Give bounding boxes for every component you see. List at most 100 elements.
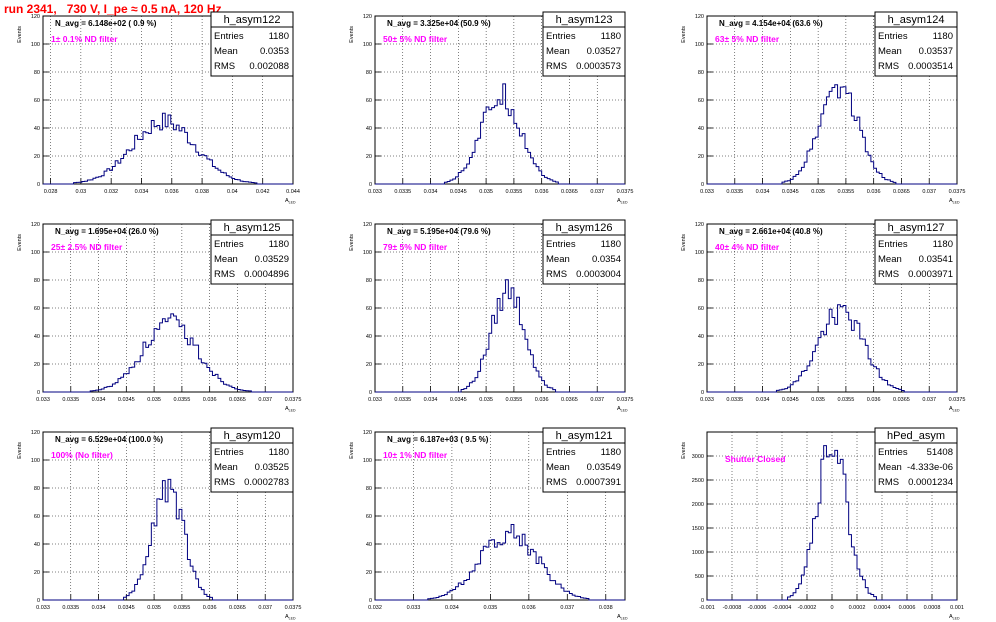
stats-label: Entries	[214, 447, 244, 458]
y-axis-title: Events	[681, 442, 687, 459]
x-tick-label: 0.001	[950, 605, 964, 611]
y-tick-label: 120	[695, 222, 704, 228]
filter-annotation: 79± 5% ND filter	[383, 242, 448, 252]
x-tick-label: -0.0004	[773, 605, 792, 611]
x-axis-title: ALED	[617, 198, 628, 205]
filter-annotation: 100% (No filter)	[51, 450, 113, 460]
y-tick-label: 100	[363, 250, 372, 256]
x-tick-label: 0.0345	[118, 605, 135, 611]
y-tick-label: 40	[34, 542, 40, 548]
stats-value: 0.0003514	[908, 61, 953, 72]
y-tick-label: 80	[366, 278, 372, 284]
stats-label: RMS	[878, 61, 899, 72]
x-tick-label: 0.0355	[505, 397, 522, 403]
x-tick-label: 0.0008	[924, 605, 941, 611]
y-tick-label: 40	[698, 126, 704, 132]
stats-value: 0.0001234	[908, 477, 953, 488]
x-tick-label: 0.034	[92, 605, 106, 611]
stats-box	[874, 427, 958, 493]
y-tick-label: 0	[701, 182, 704, 188]
x-axis-title: ALED	[617, 406, 628, 413]
n-avg-label: N_avg = 6.529e+04 (100.0 %)	[55, 435, 163, 444]
x-tick-label: 0.0365	[229, 605, 246, 611]
y-axis-title: Events	[349, 234, 355, 251]
x-tick-label: 0.0375	[285, 605, 302, 611]
y-tick-label: 100	[695, 250, 704, 256]
stats-label: RMS	[546, 269, 567, 280]
x-tick-label: 0.0345	[782, 189, 799, 195]
x-tick-label: 0.0375	[285, 397, 302, 403]
stats-value: 1180	[933, 239, 953, 250]
n-avg-label: N_avg = 3.325e+04 (50.9 %)	[387, 19, 491, 28]
y-tick-label: 0	[369, 390, 372, 396]
x-tick-label: 0.0345	[782, 397, 799, 403]
y-tick-label: 100	[695, 42, 704, 48]
stats-value: 1180	[601, 239, 621, 250]
x-tick-label: 0.037	[590, 397, 604, 403]
stats-label: RMS	[546, 61, 567, 72]
stats-label: Entries	[214, 31, 244, 42]
stats-label: Entries	[214, 239, 244, 250]
stats-title: h_asym126	[556, 222, 613, 234]
y-axis-title: Events	[681, 234, 687, 251]
filter-annotation: 10± 1% ND filter	[383, 450, 448, 460]
x-tick-label: 0.037	[922, 189, 936, 195]
y-tick-label: 40	[698, 334, 704, 340]
stats-title: hPed_asym	[887, 430, 945, 442]
x-tick-label: 0.0335	[394, 397, 411, 403]
x-tick-label: 0.033	[407, 605, 421, 611]
histogram-line	[43, 112, 293, 185]
stats-box	[542, 11, 626, 77]
stats-label: Entries	[878, 447, 908, 458]
x-tick-label: 0.028	[44, 189, 58, 195]
stats-box	[542, 427, 626, 493]
y-tick-label: 20	[698, 154, 704, 160]
stats-value: -4.333e-06	[907, 462, 953, 473]
x-tick-label: 0.034	[424, 397, 438, 403]
stats-value: 0.03541	[919, 254, 953, 265]
x-tick-label: 0.038	[599, 605, 613, 611]
stats-title: h_asym127	[888, 222, 945, 234]
y-tick-label: 0	[37, 390, 40, 396]
x-tick-label: 0.035	[811, 189, 825, 195]
stats-label: Entries	[546, 31, 576, 42]
stats-title: h_asym123	[556, 14, 613, 26]
stats-label: RMS	[546, 477, 567, 488]
x-tick-label: 0.035	[811, 397, 825, 403]
stats-label: Entries	[546, 239, 576, 250]
histogram-panel-hPed_asym: 0 500 1000 1500 2000 2500 3000 -0.001 -0.0008 -0.…	[681, 427, 964, 621]
y-tick-label: 40	[366, 126, 372, 132]
histogram-panel-h_asym123: 0 20 40 60 80 100 120 0.033 0.0335 0.034 0.0345 0.0…	[349, 11, 633, 205]
stats-box	[542, 219, 626, 285]
filter-annotation: 50± 5% ND filter	[383, 34, 448, 44]
x-tick-label: -0.0008	[723, 605, 742, 611]
histogram-panel-h_asym127: 0 20 40 60 80 100 120 0.033 0.0335 0.034 0.0345 0.0…	[681, 219, 965, 413]
stats-value: 1180	[601, 447, 621, 458]
x-axis-title: ALED	[285, 198, 296, 205]
stats-value: 0.03529	[255, 254, 289, 265]
x-tick-label: 0.033	[368, 189, 382, 195]
stats-label: RMS	[878, 477, 899, 488]
histogram-line	[707, 304, 957, 393]
x-tick-label: 0.0355	[173, 605, 190, 611]
histogram-panel-h_asym122: 0 20 40 60 80 100 120 0.028 0.03 0.032 0.034 0.036 0…	[17, 11, 300, 205]
y-tick-label: 20	[698, 362, 704, 368]
x-tick-label: 0.03	[76, 189, 87, 195]
n-avg-label: N_avg = 6.148e+02 ( 0.9 %)	[55, 19, 157, 28]
y-tick-label: 60	[366, 514, 372, 520]
histogram-line	[43, 478, 293, 601]
stats-value: 0.03525	[255, 462, 289, 473]
y-axis-title: Events	[17, 234, 23, 251]
histogram-panel-h_asym125: 0 20 40 60 80 100 120 0.033 0.0335 0.034 0.0345 0.0…	[17, 219, 302, 413]
x-tick-label: 0.032	[368, 605, 382, 611]
y-tick-label: 1500	[692, 526, 704, 532]
x-tick-label: 0.033	[368, 397, 382, 403]
y-tick-label: 60	[698, 306, 704, 312]
y-axis-title: Events	[17, 442, 23, 459]
y-tick-label: 0	[701, 598, 704, 604]
y-tick-label: 0	[37, 182, 40, 188]
x-tick-label: 0.0335	[62, 605, 79, 611]
x-tick-label: 0.0335	[726, 397, 743, 403]
stats-value: 1180	[601, 31, 621, 42]
